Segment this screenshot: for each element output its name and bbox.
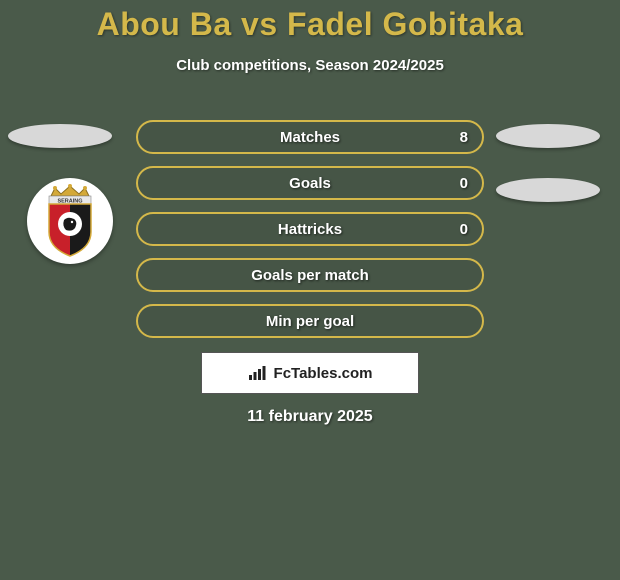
stat-value: 0: [460, 221, 468, 238]
left-placeholder-ellipse: [8, 124, 112, 148]
stat-label: Matches: [280, 129, 340, 146]
stat-row-hattricks: Hattricks 0: [136, 212, 484, 246]
right-placeholder-ellipse-1: [496, 124, 600, 148]
stat-label: Goals per match: [251, 267, 369, 284]
club-crest-icon: SERAING: [37, 184, 103, 258]
stat-label: Goals: [289, 175, 331, 192]
attribution: FcTables.com: [201, 352, 419, 394]
comparison-card: Abou Ba vs Fadel Gobitaka Club competiti…: [0, 0, 620, 580]
stat-value: 0: [460, 175, 468, 192]
stats-list: Matches 8 Goals 0 Hattricks 0 Goals per …: [136, 120, 484, 350]
stat-label: Hattricks: [278, 221, 342, 238]
subtitle: Club competitions, Season 2024/2025: [0, 57, 620, 74]
club-badge: SERAING: [27, 178, 113, 264]
stat-row-goals-per-match: Goals per match: [136, 258, 484, 292]
attribution-text: FcTables.com: [274, 365, 373, 382]
stat-label: Min per goal: [266, 313, 354, 330]
stat-row-min-per-goal: Min per goal: [136, 304, 484, 338]
bar-chart-icon: [248, 365, 268, 381]
stat-row-matches: Matches 8: [136, 120, 484, 154]
stat-row-goals: Goals 0: [136, 166, 484, 200]
date-text: 11 february 2025: [0, 408, 620, 426]
right-placeholder-ellipse-2: [496, 178, 600, 202]
stat-value: 8: [460, 129, 468, 146]
page-title: Abou Ba vs Fadel Gobitaka: [0, 0, 620, 43]
